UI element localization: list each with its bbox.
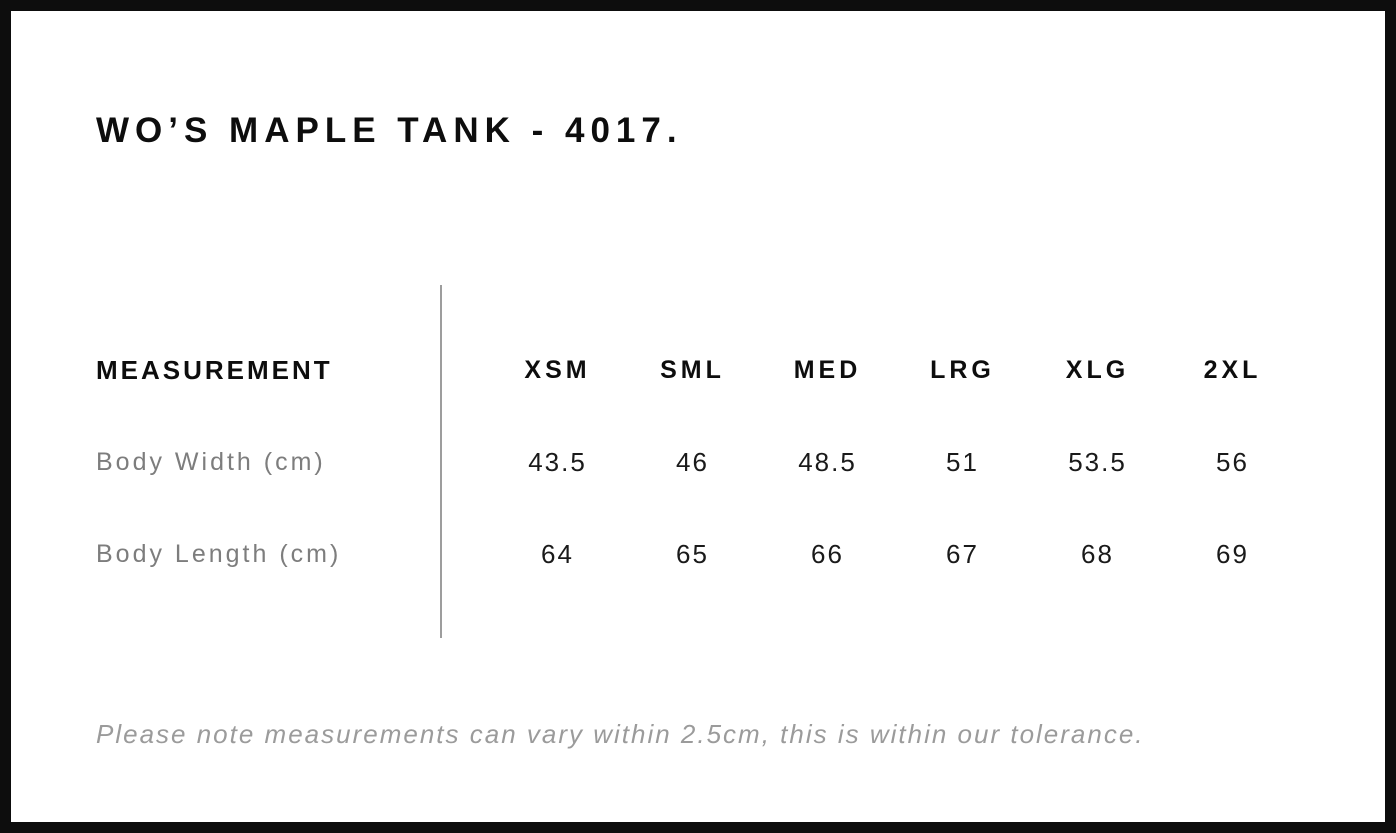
body-length-value-xsm: 64: [541, 538, 574, 569]
size-column-header-sml: SML: [660, 355, 725, 384]
body-width-value-sml: 46: [676, 446, 709, 477]
page-title: WO’S MAPLE TANK - 4017.: [96, 111, 683, 150]
size-grid: MEASUREMENT XSM SML MED LRG XLG 2XL Body…: [96, 285, 1300, 600]
row-label-body-width: Body Width (cm): [96, 447, 326, 476]
body-length-value-med: 66: [811, 538, 844, 569]
body-length-value-lrg: 67: [946, 538, 979, 569]
body-width-value-2xl: 56: [1216, 446, 1249, 477]
body-width-value-xsm: 43.5: [528, 446, 587, 477]
body-length-value-2xl: 69: [1216, 538, 1249, 569]
size-column-header-xlg: XLG: [1065, 355, 1130, 384]
size-column-header-xsm: XSM: [524, 355, 591, 384]
size-column-header-med: MED: [793, 355, 862, 384]
measurement-column-header: MEASUREMENT: [96, 354, 333, 385]
size-column-header-lrg: LRG: [930, 355, 995, 384]
tolerance-note: Please note measurements can vary within…: [96, 719, 1145, 749]
body-length-value-xlg: 68: [1081, 538, 1114, 569]
row-label-body-length: Body Length (cm): [96, 539, 342, 568]
size-chart-table: MEASUREMENT XSM SML MED LRG XLG 2XL Body…: [96, 285, 1300, 638]
column-divider-line: [440, 285, 442, 638]
body-width-value-lrg: 51: [946, 446, 979, 477]
body-width-value-xlg: 53.5: [1068, 446, 1127, 477]
body-length-value-sml: 65: [676, 538, 709, 569]
page-content: WO’S MAPLE TANK - 4017. MEASUREMENT XSM …: [11, 110, 1385, 750]
body-width-value-med: 48.5: [798, 446, 857, 477]
size-column-header-2xl: 2XL: [1203, 355, 1262, 384]
